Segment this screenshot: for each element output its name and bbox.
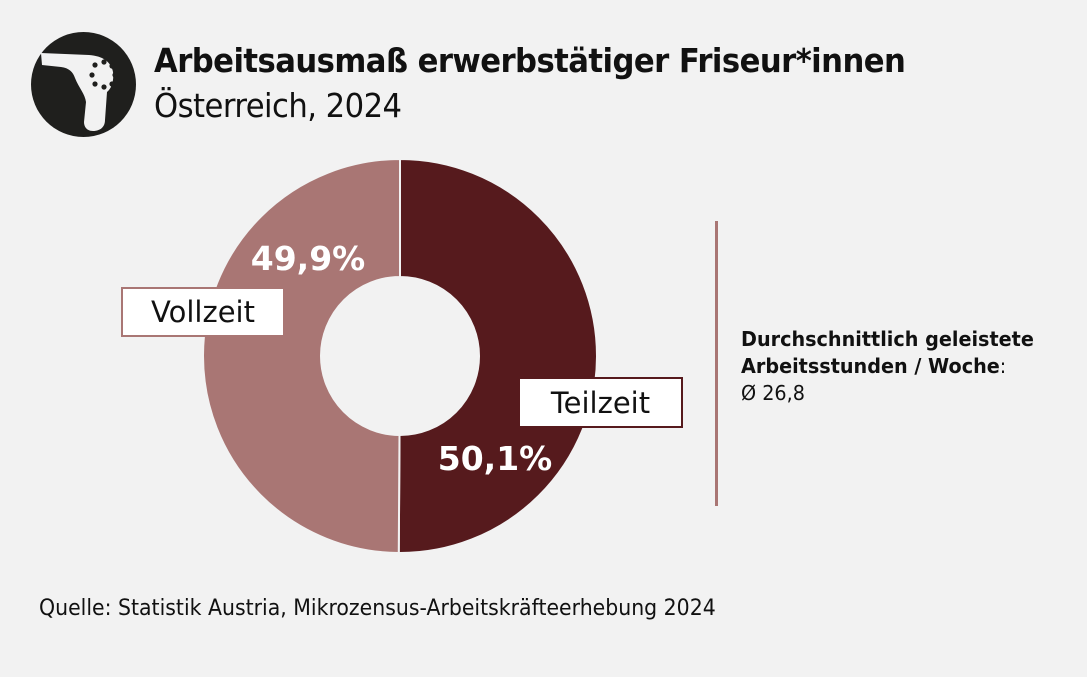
info-divider bbox=[715, 221, 718, 506]
data-label-teilzeit: 50,1% bbox=[438, 439, 553, 478]
info-label-line2: Arbeitsstunden / Woche bbox=[741, 354, 1000, 378]
average-hours-value: Ø 26,8 bbox=[741, 381, 805, 405]
average-hours-info: Durchschnittlich geleistete Arbeitsstund… bbox=[741, 326, 1034, 407]
info-label-line1: Durchschnittlich geleistete bbox=[741, 327, 1034, 351]
legend-label-vollzeit: Vollzeit bbox=[121, 287, 285, 337]
chart-title: Arbeitsausmaß erwerbstätiger Friseur*inn… bbox=[154, 41, 906, 80]
donut-slice-vollzeit bbox=[202, 157, 401, 555]
hair-dryer-icon bbox=[31, 32, 136, 137]
chart-subtitle: Österreich, 2024 bbox=[154, 86, 402, 125]
source-note: Quelle: Statistik Austria, Mikrozensus-A… bbox=[39, 596, 716, 621]
donut-slice-teilzeit bbox=[397, 157, 599, 554]
legend-label-teilzeit: Teilzeit bbox=[518, 377, 683, 428]
info-colon: : bbox=[999, 354, 1007, 378]
data-label-vollzeit: 49,9% bbox=[251, 239, 366, 278]
